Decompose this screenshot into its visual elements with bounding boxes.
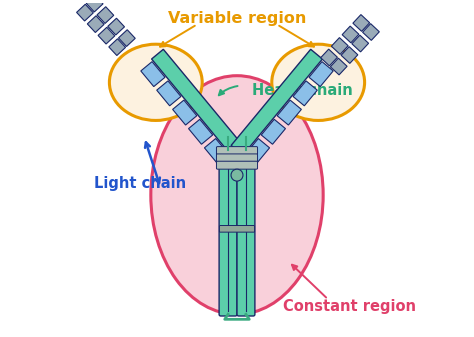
FancyBboxPatch shape	[217, 154, 257, 162]
Polygon shape	[352, 35, 369, 52]
Ellipse shape	[109, 44, 202, 120]
FancyBboxPatch shape	[217, 161, 257, 169]
Polygon shape	[330, 58, 347, 75]
Polygon shape	[293, 81, 317, 106]
Polygon shape	[108, 18, 125, 35]
Polygon shape	[231, 49, 322, 155]
Polygon shape	[152, 49, 243, 155]
Polygon shape	[353, 14, 370, 31]
Polygon shape	[363, 24, 379, 40]
Polygon shape	[331, 38, 348, 54]
Circle shape	[231, 169, 243, 181]
FancyBboxPatch shape	[219, 225, 255, 232]
Polygon shape	[157, 81, 181, 106]
Text: Light chain: Light chain	[94, 176, 187, 191]
Polygon shape	[309, 62, 333, 87]
Polygon shape	[173, 100, 197, 125]
Polygon shape	[204, 139, 228, 163]
Polygon shape	[277, 100, 301, 125]
Text: Heavy chain: Heavy chain	[252, 83, 353, 98]
Polygon shape	[342, 26, 359, 43]
Polygon shape	[87, 16, 104, 32]
FancyBboxPatch shape	[217, 147, 257, 155]
Polygon shape	[246, 139, 270, 163]
Polygon shape	[321, 49, 337, 66]
FancyBboxPatch shape	[237, 149, 255, 316]
FancyBboxPatch shape	[219, 149, 237, 316]
Polygon shape	[189, 119, 213, 144]
Polygon shape	[109, 39, 126, 56]
Ellipse shape	[272, 44, 365, 120]
Polygon shape	[341, 47, 358, 63]
Ellipse shape	[151, 76, 323, 314]
Polygon shape	[77, 4, 93, 21]
Polygon shape	[86, 0, 103, 12]
Polygon shape	[98, 27, 115, 44]
Polygon shape	[141, 62, 165, 87]
Polygon shape	[118, 30, 135, 47]
Text: Constant region: Constant region	[283, 299, 416, 313]
Text: Variable region: Variable region	[168, 11, 306, 26]
Polygon shape	[261, 119, 285, 144]
Polygon shape	[97, 7, 114, 24]
